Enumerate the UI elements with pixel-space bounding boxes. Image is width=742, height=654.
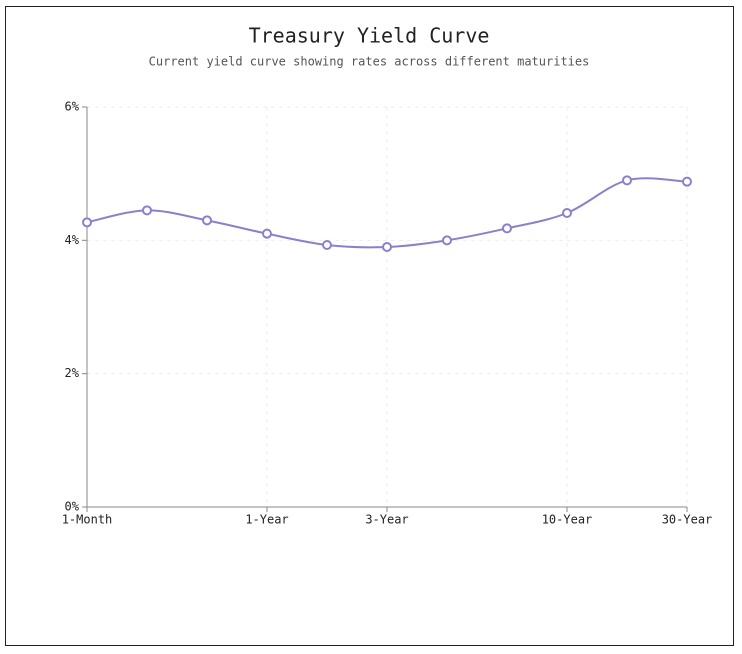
x-tick-label: 1-Year <box>245 513 288 527</box>
point <box>382 242 392 252</box>
point <box>502 223 512 234</box>
point <box>202 215 212 226</box>
point <box>562 208 572 218</box>
y-tick-label: 6% <box>65 100 80 114</box>
point <box>82 217 92 228</box>
chart-title: Treasury Yield Curve <box>249 24 490 48</box>
point <box>622 175 632 186</box>
point <box>142 205 152 216</box>
chart-subtitle: Current yield curve showing rates across… <box>149 55 590 69</box>
point <box>682 176 692 187</box>
point <box>262 228 272 239</box>
x-tick-label: 30-Year <box>662 513 713 527</box>
y-tick-label: 0% <box>65 500 80 514</box>
x-tick-label: 3-Year <box>365 513 408 527</box>
frame <box>5 6 734 646</box>
point <box>322 240 332 250</box>
x-tick-label: 10-Year <box>542 513 593 527</box>
point <box>442 235 452 246</box>
y-tick-label: 4% <box>65 233 80 247</box>
x-tick-label: 1-Month <box>62 513 113 527</box>
y-tick-label: 2% <box>65 366 80 380</box>
